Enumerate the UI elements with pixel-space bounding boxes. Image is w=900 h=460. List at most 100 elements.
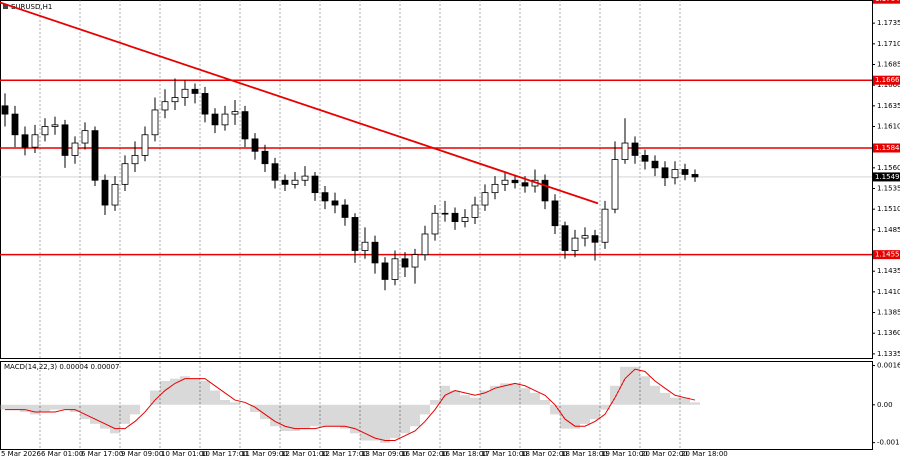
candle-body (521, 182, 529, 187)
candle-body (611, 159, 619, 210)
candle-body (241, 111, 249, 140)
candle-body (501, 179, 509, 185)
x-tick-label: 11 Mar 09:00 (241, 450, 288, 458)
candle-body (281, 179, 289, 185)
trend-line (0, 1, 599, 205)
x-tick-label: 18 Mar 02:00 (521, 450, 568, 458)
candle-body (151, 109, 159, 136)
candle-body (441, 212, 449, 215)
candle-body (681, 169, 689, 175)
x-tick-label: 10 Mar 01:00 (161, 450, 208, 458)
macd-title: MACD(14,22,3) 0.00004 0.00007 (4, 363, 120, 371)
candle-body (561, 225, 569, 251)
candle-body (141, 134, 149, 156)
main-panel-frame (0, 0, 873, 359)
x-tick-label: 12 Mar 01:00 (281, 450, 328, 458)
candle-body (221, 113, 229, 126)
candle-body (131, 155, 139, 165)
y-tick-label: 1.1685 (877, 60, 900, 68)
candle-body (591, 235, 599, 243)
y-tick-label: 1.1735 (877, 19, 900, 27)
candle-body (671, 169, 679, 179)
candle-body (301, 175, 309, 181)
y-tick-label: 1.1660 (877, 81, 900, 89)
candle-body (571, 237, 579, 251)
y-tick-label: 1.1385 (877, 309, 900, 317)
x-tick-label: 16 Mar 18:00 (441, 450, 488, 458)
candle-body (81, 130, 89, 144)
x-tick-label: 10 Mar 17:00 (201, 450, 248, 458)
x-tick-label: 20 Mar 18:00 (681, 450, 728, 458)
candle-body (51, 124, 59, 127)
x-tick-label: 20 Mar 02:00 (641, 450, 688, 458)
candle-body (581, 235, 589, 239)
level-label: 1.1455 (875, 251, 900, 259)
x-tick-label: 18 Mar 18:00 (561, 450, 608, 458)
candle-body (161, 101, 169, 111)
candle-body (251, 138, 259, 152)
last-price-box (873, 172, 900, 182)
last-price-label: 1.1549 (875, 173, 900, 181)
candle-body (71, 142, 79, 156)
candle-body (231, 111, 239, 115)
candle-body (331, 200, 339, 206)
candle-body (541, 179, 549, 202)
candle-body (171, 97, 179, 103)
x-tick-label: 13 Mar 09:00 (361, 450, 408, 458)
level-label: 1.1584 (875, 144, 900, 152)
y-tick-label: 0.00165 (877, 362, 900, 370)
x-tick-label: 6 Mar 01:00 (41, 450, 83, 458)
candle-body (401, 258, 409, 268)
candle-body (201, 93, 209, 115)
candle-body (101, 179, 109, 206)
y-tick-label: -0.00159 (877, 439, 900, 447)
candle-body (641, 155, 649, 162)
candle-body (41, 126, 49, 136)
y-tick-label: 1.1535 (877, 185, 900, 193)
candle-body (691, 174, 699, 178)
y-tick-label: 0.00 (877, 401, 893, 409)
candle-body (631, 142, 639, 156)
y-tick-label: 1.1410 (877, 288, 900, 296)
candle-body (271, 163, 279, 181)
level-label-box (873, 75, 900, 85)
y-tick-label: 1.1485 (877, 226, 900, 234)
candle-body (191, 88, 199, 94)
candle-body (91, 130, 99, 181)
y-tick-label: 1.1335 (877, 350, 900, 358)
candle-body (371, 241, 379, 264)
candle-body (461, 217, 469, 222)
candle-body (121, 163, 129, 185)
x-tick-label: 9 Mar 09:00 (121, 450, 163, 458)
chart-title: EURUSD,H1 (11, 3, 52, 11)
candle-body (211, 113, 219, 126)
candle-body (21, 134, 29, 148)
level-label-box (873, 250, 900, 260)
level-label-box (873, 0, 900, 4)
candle-body (661, 167, 669, 179)
candle-body (311, 175, 319, 194)
macd-panel-frame (0, 361, 873, 450)
level-label-box (873, 143, 900, 153)
candle-body (621, 142, 629, 160)
candle-body (61, 124, 69, 156)
candle-body (381, 262, 389, 280)
x-tick-label: 16 Mar 02:00 (401, 450, 448, 458)
candle-body (321, 192, 329, 202)
candle-body (411, 254, 419, 268)
x-tick-label: 5 Mar 2026 (1, 450, 41, 458)
symbol-icon (3, 4, 8, 9)
y-tick-label: 1.1510 (877, 205, 900, 213)
x-tick-label: 6 Mar 17:00 (81, 450, 123, 458)
candle-body (361, 241, 369, 251)
candle-body (111, 183, 119, 206)
candle-body (551, 200, 559, 227)
x-tick-label: 12 Mar 17:00 (321, 450, 368, 458)
y-tick-label: 1.1360 (877, 329, 900, 337)
y-tick-label: 1.1560 (877, 164, 900, 172)
candle-body (291, 179, 299, 185)
candle-body (471, 204, 479, 218)
x-tick-label: 19 Mar 10:00 (601, 450, 648, 458)
